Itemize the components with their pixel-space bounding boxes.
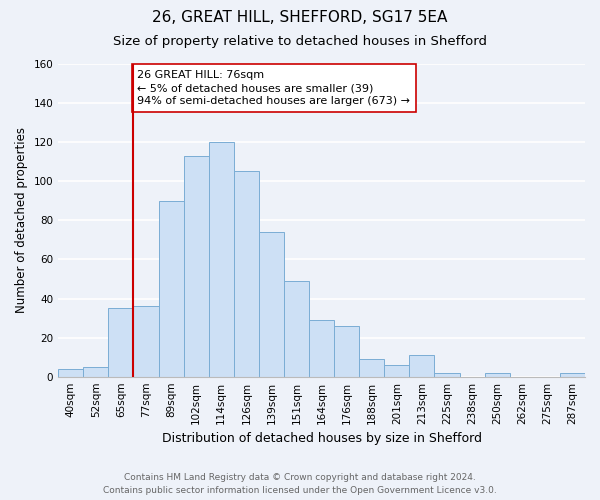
Text: Size of property relative to detached houses in Shefford: Size of property relative to detached ho… bbox=[113, 35, 487, 48]
Bar bbox=[234, 172, 259, 376]
Bar bbox=[284, 281, 309, 376]
Bar bbox=[184, 156, 209, 376]
Bar bbox=[385, 365, 409, 376]
Bar bbox=[334, 326, 359, 376]
Text: Contains HM Land Registry data © Crown copyright and database right 2024.
Contai: Contains HM Land Registry data © Crown c… bbox=[103, 474, 497, 495]
Bar bbox=[359, 359, 385, 376]
Bar bbox=[309, 320, 334, 376]
X-axis label: Distribution of detached houses by size in Shefford: Distribution of detached houses by size … bbox=[161, 432, 482, 445]
Bar bbox=[560, 373, 585, 376]
Bar bbox=[109, 308, 133, 376]
Bar bbox=[133, 306, 158, 376]
Bar bbox=[434, 373, 460, 376]
Text: 26 GREAT HILL: 76sqm
← 5% of detached houses are smaller (39)
94% of semi-detach: 26 GREAT HILL: 76sqm ← 5% of detached ho… bbox=[137, 70, 410, 106]
Bar bbox=[209, 142, 234, 376]
Y-axis label: Number of detached properties: Number of detached properties bbox=[15, 128, 28, 314]
Bar bbox=[58, 369, 83, 376]
Bar bbox=[485, 373, 510, 376]
Bar bbox=[409, 355, 434, 376]
Bar bbox=[158, 201, 184, 376]
Bar bbox=[83, 367, 109, 376]
Text: 26, GREAT HILL, SHEFFORD, SG17 5EA: 26, GREAT HILL, SHEFFORD, SG17 5EA bbox=[152, 10, 448, 25]
Bar bbox=[259, 232, 284, 376]
